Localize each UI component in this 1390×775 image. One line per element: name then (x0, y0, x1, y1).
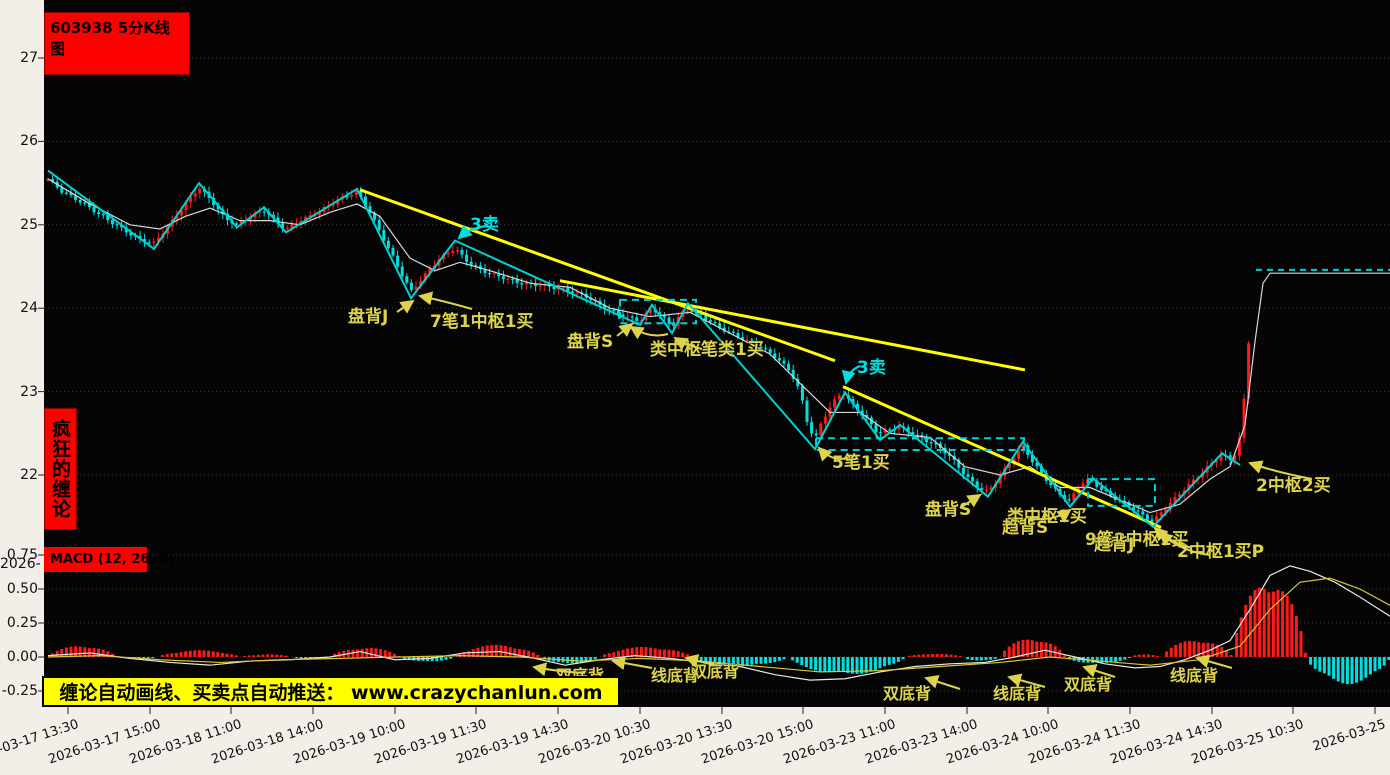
chan-annotation: 2中枢2买 (1256, 475, 1331, 496)
axis-label: 2026- (0, 556, 41, 572)
annotation-arrow (396, 299, 415, 314)
macd-dea-line (47, 577, 1390, 673)
annotation-arrow (1029, 508, 1072, 523)
annotation-arrow (418, 291, 473, 310)
annotation-arrow (1195, 654, 1233, 669)
trendline (842, 385, 1162, 529)
chan-annotation: 线底背 (993, 684, 1041, 703)
axis-label: 0.50 (6, 581, 38, 597)
annotation-arrow (924, 675, 961, 690)
pivot-box (619, 298, 697, 325)
chan-annotation: 类中枢笔类1买 (650, 339, 764, 360)
annotation-arrow (841, 365, 861, 385)
promo-banner-text: 缠论自动画线、买卖点自动推送： www.crazychanlun.com (59, 682, 603, 704)
symbol-title-box: 603938 5分K线图 (44, 12, 190, 75)
annotation-arrow (532, 662, 586, 677)
chan-annotation: 线底背 (651, 666, 699, 685)
chan-strokes (47, 169, 1241, 529)
axis-label: 0.75 (6, 547, 38, 563)
macd-dif-line (47, 565, 1390, 681)
axis-label: 25 (20, 216, 38, 233)
chan-annotation: 3卖 (470, 214, 499, 235)
symbol-title: 603938 5分K线图 (50, 19, 170, 58)
annotation-arrow (1158, 531, 1211, 556)
watermark-text: 疯狂的缠论 (49, 419, 71, 519)
axis-label: 0.25 (6, 615, 38, 631)
ma-line (47, 178, 1390, 514)
promo-banner[interactable]: 缠论自动画线、买卖点自动推送： www.crazychanlun.com (42, 676, 620, 707)
macd-params-box: MACD (12, 26, 9) (44, 547, 174, 572)
axis-label: 24 (20, 300, 38, 317)
chan-annotation: 盘背S (567, 331, 613, 352)
trendline (559, 279, 1026, 372)
annotation-arrow (1082, 664, 1116, 678)
chan-annotation: 盘背S (925, 499, 971, 520)
chan-annotation: 2中枢1买P (1177, 541, 1264, 562)
axis-label: 0.00 (6, 649, 38, 665)
macd-params-label: MACD (12, 26, 9) (50, 552, 174, 567)
annotation-arrow (1007, 673, 1046, 688)
annotation-arrow (684, 654, 715, 668)
chan-annotation: 线底背 (1170, 666, 1218, 685)
chan-annotation: 趋背J (1094, 534, 1134, 555)
macd-histogram (51, 587, 1390, 685)
annotation-arrow (616, 322, 634, 337)
annotation-arrow (629, 325, 669, 340)
chan-annotation: 3卖 (857, 357, 886, 378)
pivot-box (1087, 478, 1156, 507)
chan-annotation: 5笔1买 (832, 452, 890, 473)
annotation-arrow (1248, 460, 1313, 480)
trendline (359, 188, 836, 363)
annotation-arrow (457, 224, 487, 240)
chan-annotation: 双底背 (883, 684, 931, 703)
axis-label: 22 (20, 467, 38, 483)
chan-annotation: 趋背S (1002, 517, 1048, 538)
pivot-box (815, 437, 1025, 451)
axis-label: -0.25 (1, 683, 38, 699)
chan-annotation: 双底背 (691, 662, 739, 681)
candlestick-series (46, 174, 1251, 526)
annotation-arrow (611, 656, 653, 671)
chan-annotation: 盘背J (348, 306, 388, 327)
chan-annotation: 7笔1中枢1买 (430, 311, 534, 332)
axis-label: 23 (20, 383, 38, 400)
annotation-arrow (817, 446, 849, 462)
axis-label: 26 (20, 133, 38, 150)
watermark-vertical: 疯狂的缠论 (44, 408, 77, 530)
annotation-arrow (673, 336, 703, 351)
annotation-arrow (959, 493, 982, 509)
chan-annotation: 双底背 (1064, 675, 1112, 694)
axis-label: 27 (20, 50, 38, 66)
gridlines (38, 57, 1390, 714)
